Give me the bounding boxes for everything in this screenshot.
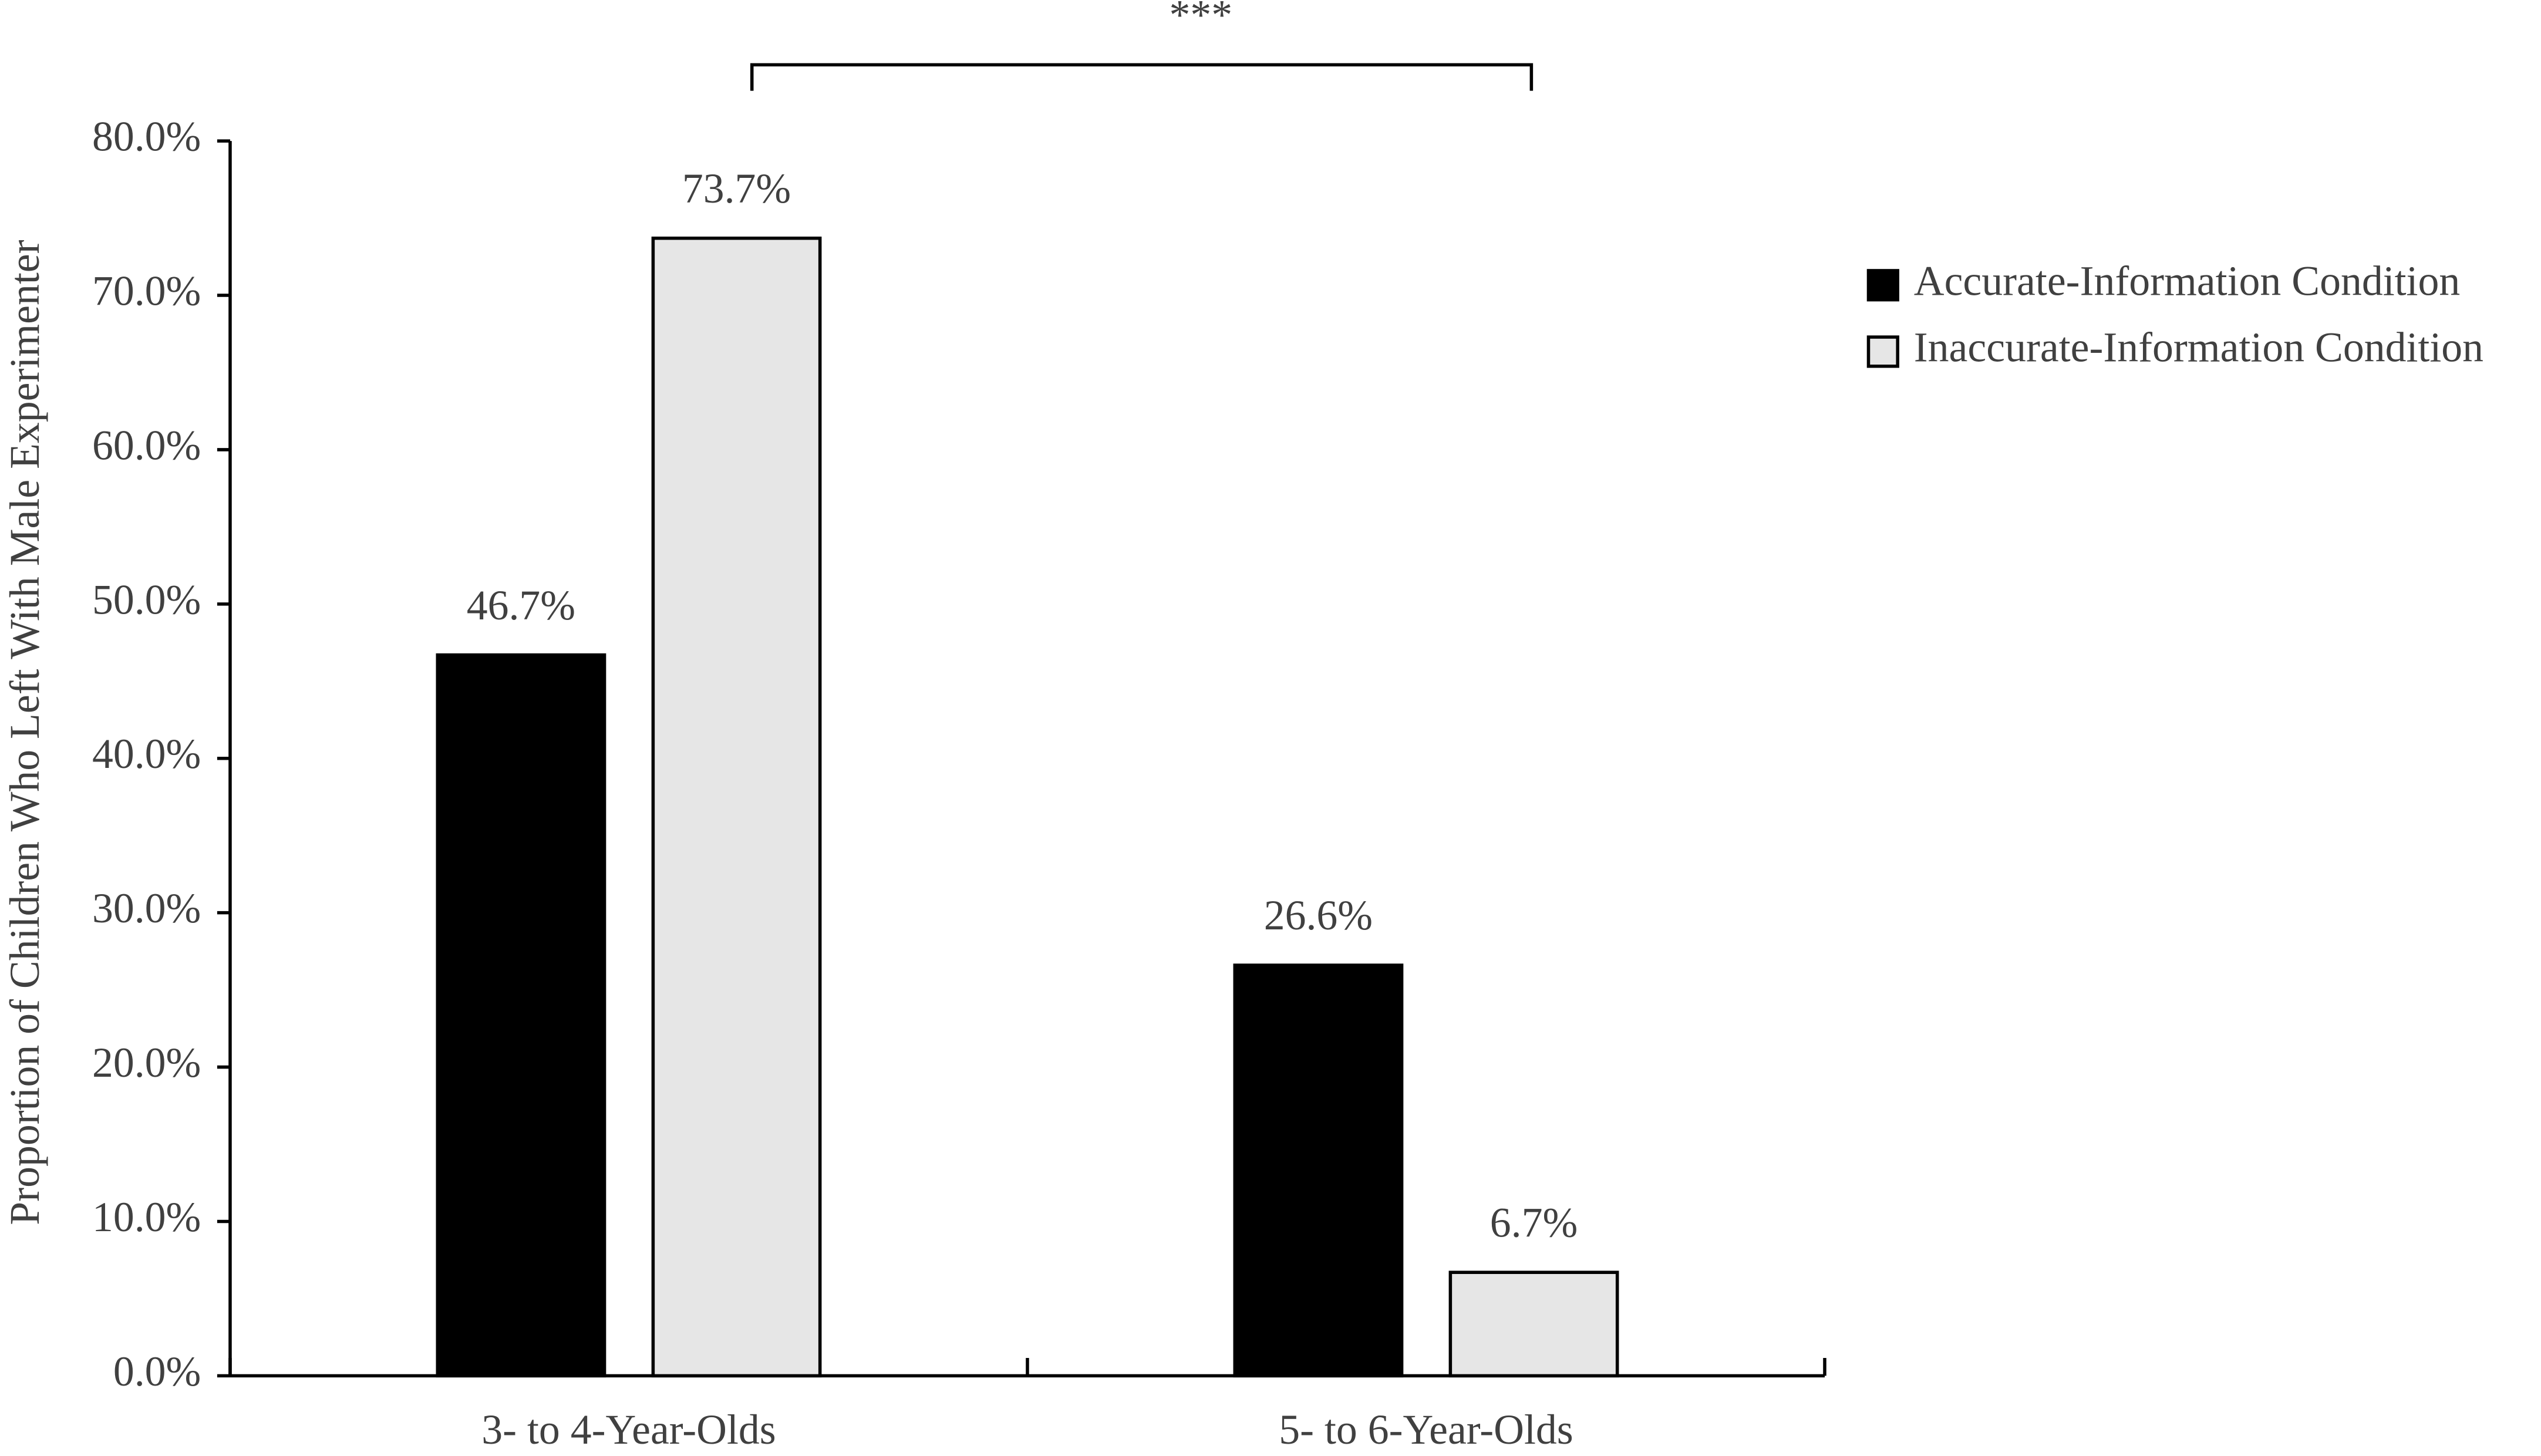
y-tick-label: 10.0% bbox=[92, 1194, 201, 1241]
bar bbox=[1448, 1270, 1619, 1378]
y-axis-label: Proportion of Children Who Left With Mal… bbox=[1, 240, 48, 1225]
legend-label: Accurate-Information Condition bbox=[1914, 257, 2460, 304]
y-tick-label: 80.0% bbox=[92, 113, 201, 160]
significance-annotation: *** bbox=[1170, 0, 1233, 39]
y-tick-label: 40.0% bbox=[92, 730, 201, 777]
y-tick-label: 60.0% bbox=[92, 422, 201, 469]
y-tick-label: 50.0% bbox=[92, 576, 201, 623]
value-label: 6.7% bbox=[1490, 1199, 1578, 1246]
y-tick-label: 70.0% bbox=[92, 268, 201, 315]
legend-swatch bbox=[1866, 269, 1899, 302]
bar bbox=[436, 653, 606, 1378]
significance-bracket bbox=[750, 63, 1534, 91]
y-tick-label: 0.0% bbox=[113, 1348, 201, 1395]
legend-label: Inaccurate-Information Condition bbox=[1914, 323, 2483, 370]
value-label: 46.7% bbox=[467, 582, 575, 629]
y-tick-label: 20.0% bbox=[92, 1039, 201, 1086]
value-label: 73.7% bbox=[682, 165, 791, 212]
legend-swatch bbox=[1866, 335, 1899, 368]
x-tick-label: 5- to 6-Year-Olds bbox=[1279, 1406, 1573, 1453]
value-label: 26.6% bbox=[1264, 892, 1373, 939]
x-tick-label: 3- to 4-Year-Olds bbox=[481, 1406, 776, 1453]
bar bbox=[1233, 963, 1404, 1378]
y-tick-label: 30.0% bbox=[92, 885, 201, 932]
bar bbox=[651, 237, 822, 1378]
